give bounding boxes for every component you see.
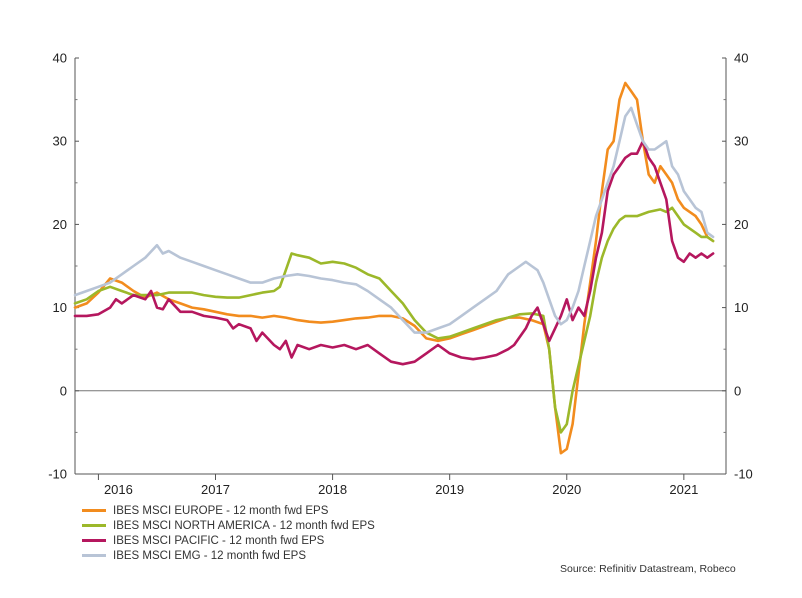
legend-item-pacific: IBES MSCI PACIFIC - 12 month fwd EPS <box>82 533 375 548</box>
series-line-2 <box>73 139 715 366</box>
series-line-1 <box>73 206 715 434</box>
x-tick-label: 2016 <box>104 482 133 497</box>
y-tick-label-left: 30 <box>53 134 67 149</box>
legend-swatch-north-america <box>82 524 106 527</box>
x-tick-label: 2018 <box>318 482 347 497</box>
legend-swatch-pacific <box>82 539 106 542</box>
source-note: Source: Refinitiv Datastream, Robeco <box>560 563 736 575</box>
y-tick-label-right: 30 <box>734 134 748 149</box>
y-tick-label-left: -10 <box>48 467 67 482</box>
legend-label-europe: IBES MSCI EUROPE - 12 month fwd EPS <box>113 504 329 517</box>
legend-swatch-emg <box>82 554 106 557</box>
legend-swatch-europe <box>82 509 106 512</box>
y-tick-label-left: 20 <box>53 217 67 232</box>
legend-item-emg: IBES MSCI EMG - 12 month fwd EPS <box>82 548 375 563</box>
y-tick-label-left: 40 <box>53 51 67 66</box>
x-tick-label: 2020 <box>552 482 581 497</box>
y-tick-label-right: 40 <box>734 51 748 66</box>
series-line-0 <box>73 81 715 455</box>
y-tick-label-left: 0 <box>60 383 67 398</box>
y-tick-label-right: 0 <box>734 383 741 398</box>
y-tick-label-right: 20 <box>734 217 748 232</box>
series-line-3 <box>73 106 715 334</box>
legend-item-europe: IBES MSCI EUROPE - 12 month fwd EPS <box>82 503 375 518</box>
x-tick-label: 2021 <box>669 482 698 497</box>
x-tick-label: 2019 <box>435 482 464 497</box>
x-tick-label: 2017 <box>201 482 230 497</box>
legend-label-north-america: IBES MSCI NORTH AMERICA - 12 month fwd E… <box>113 519 375 532</box>
legend-label-emg: IBES MSCI EMG - 12 month fwd EPS <box>113 549 307 562</box>
y-tick-label-right: 10 <box>734 300 748 315</box>
y-tick-label-right: -10 <box>734 467 753 482</box>
legend-label-pacific: IBES MSCI PACIFIC - 12 month fwd EPS <box>113 534 325 547</box>
legend-item-north-america: IBES MSCI NORTH AMERICA - 12 month fwd E… <box>82 518 375 533</box>
legend: IBES MSCI EUROPE - 12 month fwd EPS IBES… <box>82 503 375 563</box>
y-tick-label-left: 10 <box>53 300 67 315</box>
